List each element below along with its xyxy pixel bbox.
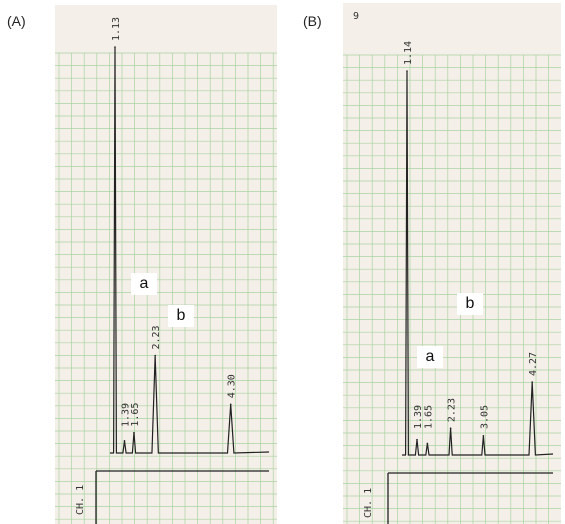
channel-label: CH. 1	[363, 488, 374, 518]
top-mark: 9	[353, 11, 359, 22]
peak-label: 1.39	[413, 405, 424, 429]
peak-label: 1.14	[403, 41, 414, 65]
peak-1-14	[406, 70, 408, 72]
paper-background	[343, 3, 561, 524]
peak-label: 1.65	[423, 405, 434, 429]
chromatogram-a: 1.13 1.391.65 2.23 4.30 CH. 1	[55, 5, 277, 524]
peak-label: 1.39	[120, 403, 131, 427]
callout-b-panel-b: b	[457, 293, 483, 315]
channel-label: CH. 1	[75, 485, 86, 515]
chromatogram-trace	[110, 46, 270, 454]
callout-a-panel-a: a	[131, 273, 157, 295]
peak-label: 2.23	[447, 398, 458, 422]
peak-label: 4.30	[227, 374, 238, 398]
chromatogram-trace	[402, 70, 554, 456]
peak-1-13	[114, 46, 116, 48]
chart-paper-b: 1.14 1.39 1.65 2.23 3.05 4.27 CH. 1 9	[343, 3, 561, 524]
peak-label: 3.05	[479, 405, 490, 429]
grid	[55, 52, 277, 524]
peak-label: 4.27	[528, 352, 539, 376]
peak-label: 2.23	[151, 325, 162, 349]
peak-label: 1.13	[111, 17, 122, 41]
panel-a-label: (A)	[7, 13, 26, 29]
peak-2-23	[154, 354, 156, 357]
peak-1-65	[133, 431, 135, 434]
grid	[343, 54, 561, 524]
peak-label: 1.65	[130, 403, 141, 427]
chromatogram-b: 1.14 1.39 1.65 2.23 3.05 4.27 CH. 1 9	[343, 3, 561, 524]
peak-4-30	[229, 403, 232, 406]
callout-b-panel-a: b	[168, 305, 194, 327]
peak-1-65	[426, 442, 429, 445]
paper-background	[55, 5, 277, 524]
callout-a-panel-b: a	[417, 346, 443, 368]
peak-4-27	[531, 381, 533, 383]
peak-1-39	[416, 438, 418, 441]
panel-b-label: (B)	[303, 13, 322, 29]
peak-1-39	[123, 440, 126, 442]
peak-3-05	[482, 435, 485, 437]
peak-2-23	[449, 427, 452, 429]
chart-paper-a: 1.13 1.39 1.65 2.23 4.30 CH. 1	[55, 5, 277, 524]
